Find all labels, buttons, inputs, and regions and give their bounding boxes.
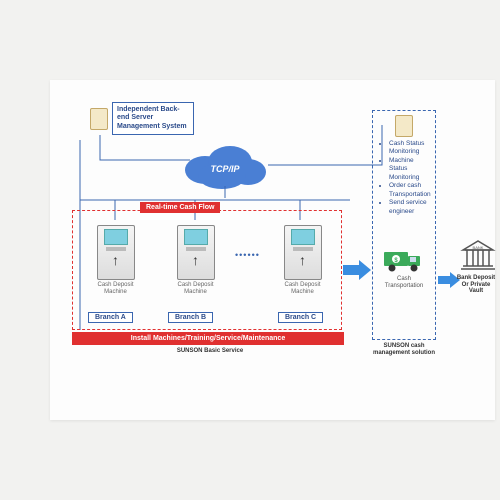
bank-label: Bank Deposit Or Private Vault xyxy=(454,275,498,295)
solution-panel: Cash Status Monitoring Machine Status Mo… xyxy=(372,110,436,340)
machine-c-label: Cash Deposit Machine xyxy=(275,282,330,295)
branch-b-tab: Branch B xyxy=(168,312,213,323)
bank-icon: BANK xyxy=(459,238,497,272)
flow-label: Real-time Cash Flow xyxy=(140,202,220,213)
machine-a: ↑ Cash Deposit Machine xyxy=(88,225,143,295)
diagram-canvas: Independent Back-end Server Management S… xyxy=(50,80,495,420)
solution-server-icon xyxy=(395,115,413,137)
svg-text:BANK: BANK xyxy=(473,245,484,250)
ellipsis-dots: •••••• xyxy=(235,250,260,260)
install-bar: Install Machines/Training/Service/Mainte… xyxy=(72,332,344,345)
machine-a-label: Cash Deposit Machine xyxy=(88,282,143,295)
machine-c: ↑ Cash Deposit Machine xyxy=(275,225,330,295)
basic-service-label: SUNSON Basic Service xyxy=(160,348,260,355)
branch-a-tab: Branch A xyxy=(88,312,133,323)
solution-bullets: Cash Status Monitoring Machine Status Mo… xyxy=(377,140,431,216)
branch-c-tab: Branch C xyxy=(278,312,323,323)
arrow-to-solution xyxy=(343,260,371,282)
bank: BANK xyxy=(458,238,498,274)
machine-b-label: Cash Deposit Machine xyxy=(168,282,223,295)
cash-transport-label: Cash Transportation xyxy=(377,276,431,289)
solution-caption: SUNSON cash management solution xyxy=(370,343,438,356)
machine-b: ↑ Cash Deposit Machine xyxy=(168,225,223,295)
truck-icon: $ xyxy=(377,246,431,276)
